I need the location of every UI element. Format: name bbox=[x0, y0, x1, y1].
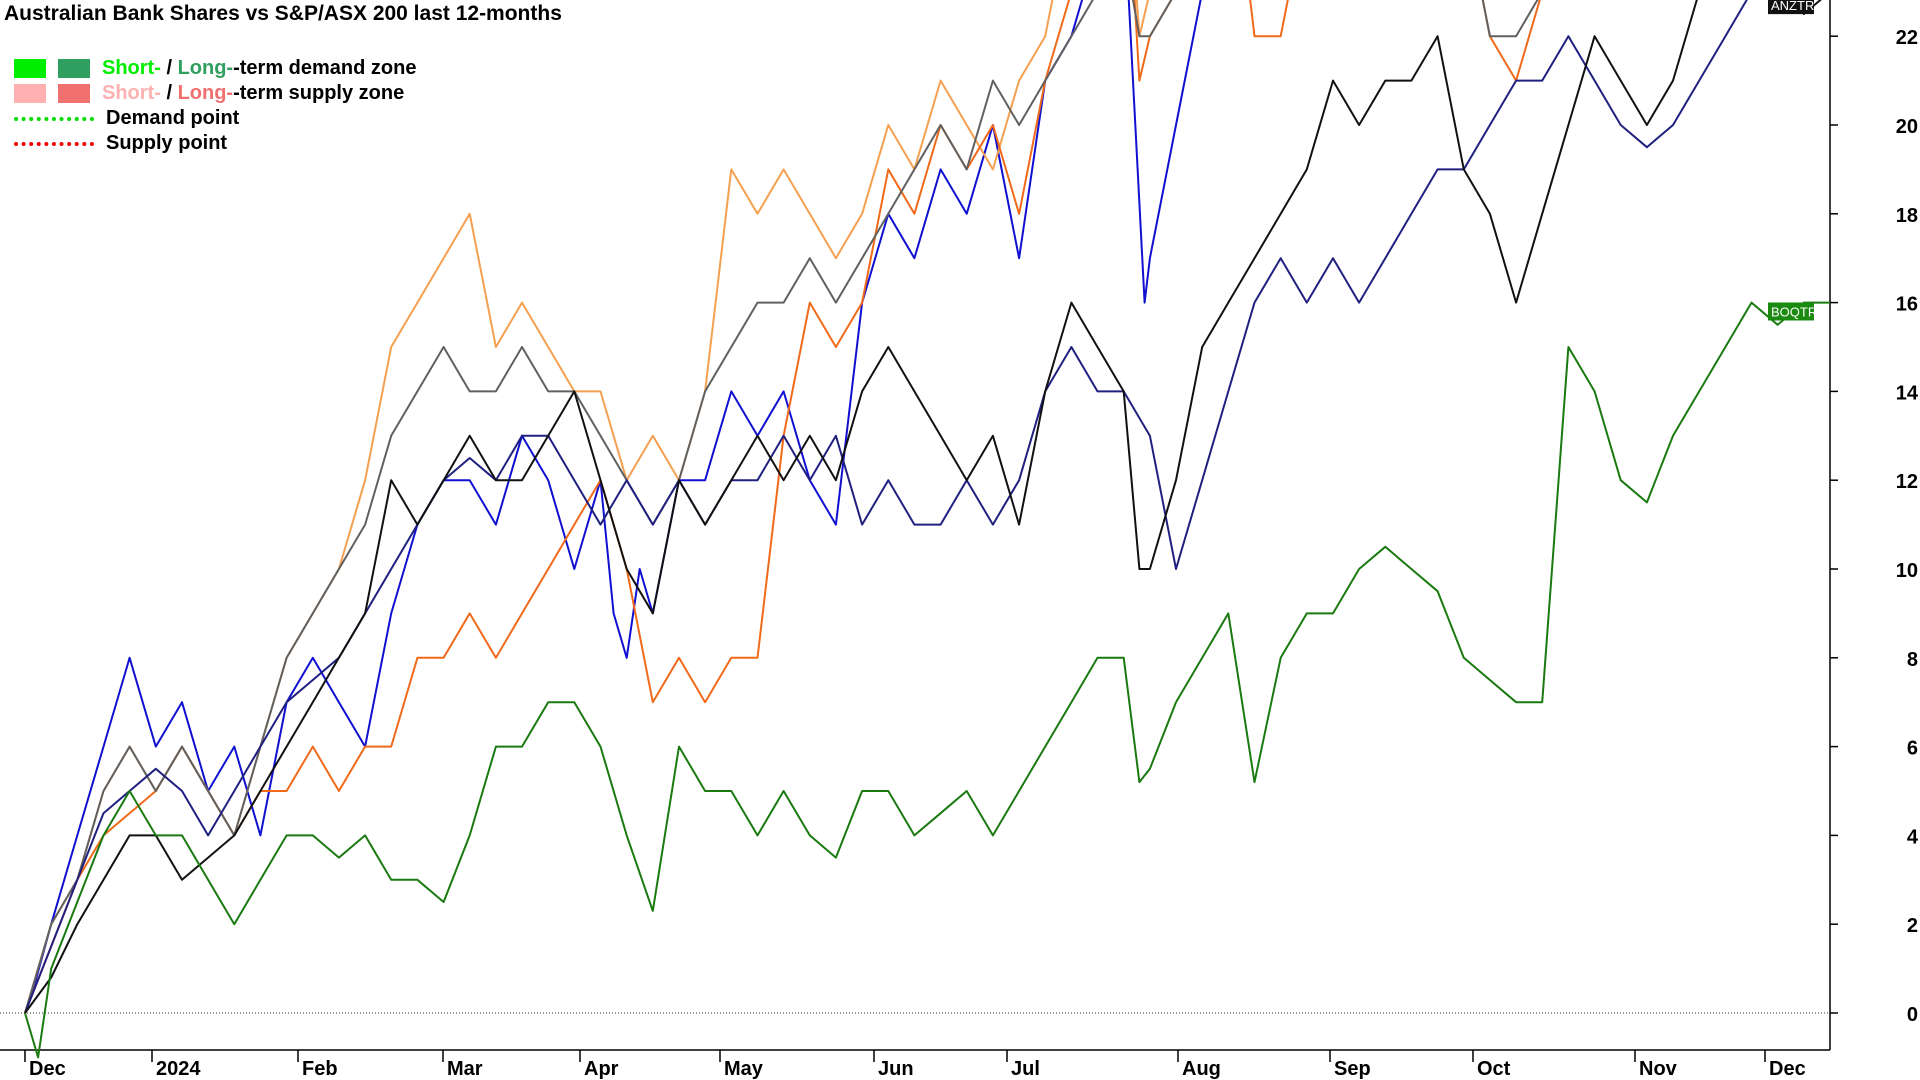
legend-supply-point: Supply point bbox=[14, 131, 416, 156]
legend-demand-point: Demand point bbox=[14, 106, 416, 131]
y-tick-label: 12 bbox=[1896, 471, 1918, 493]
x-tick-label: Nov bbox=[1639, 1058, 1678, 1080]
y-tick-label: 20 bbox=[1896, 116, 1918, 138]
series-line-cbatr bbox=[24, 0, 1202, 1014]
series-end-label: ANZTR bbox=[1771, 0, 1814, 13]
long-demand-swatch bbox=[58, 59, 90, 78]
y-tick-label: 8 bbox=[1907, 649, 1918, 671]
x-tick-label: Jun bbox=[878, 1058, 914, 1080]
series-line-anztr bbox=[24, 0, 1822, 1014]
series-line-nabtr bbox=[24, 0, 1539, 1014]
legend-short-label: Short- bbox=[102, 82, 161, 104]
legend-demand-zone: Short- / Long- -term demand zone bbox=[14, 56, 416, 81]
long-supply-swatch bbox=[58, 84, 90, 103]
x-tick-label: Dec bbox=[29, 1058, 66, 1080]
y-tick-label: 4 bbox=[1907, 826, 1919, 848]
series-line-boqtr bbox=[24, 301, 1830, 1059]
series-line-bentr bbox=[24, 0, 1541, 1014]
x-tick-label: Mar bbox=[447, 1058, 483, 1080]
y-tick-label: 14 bbox=[1896, 382, 1919, 404]
y-tick-label: 0 bbox=[1907, 1004, 1918, 1026]
y-tick-label: 10 bbox=[1896, 560, 1918, 582]
short-demand-swatch bbox=[14, 59, 46, 78]
x-tick-label: May bbox=[724, 1058, 764, 1080]
y-tick-label: 2 bbox=[1907, 915, 1918, 937]
short-supply-swatch bbox=[14, 84, 46, 103]
legend-long-label: Long- bbox=[177, 82, 234, 104]
x-tick-label: Aug bbox=[1182, 1058, 1221, 1080]
x-tick-label: Dec bbox=[1769, 1058, 1806, 1080]
series-end-label: BOQTR bbox=[1771, 304, 1817, 319]
x-tick-label: Sep bbox=[1334, 1058, 1371, 1080]
series-end-label-box bbox=[1768, 0, 1814, 15]
legend-supply-zone: Short- / Long- -term supply zone bbox=[14, 81, 416, 106]
series-line-wbctr bbox=[24, 0, 1149, 1014]
y-tick-label: 6 bbox=[1907, 738, 1918, 760]
x-tick-label: Feb bbox=[302, 1058, 338, 1080]
legend-long-label: Long- bbox=[177, 57, 234, 79]
y-tick-label: 16 bbox=[1896, 294, 1918, 316]
y-tick-label: 22 bbox=[1896, 27, 1918, 49]
y-tick-label: 18 bbox=[1896, 205, 1918, 227]
chart-title: Australian Bank Shares vs S&P/ASX 200 la… bbox=[4, 2, 562, 25]
demand-point-swatch bbox=[14, 116, 94, 121]
legend: Short- / Long- -term demand zone Short- … bbox=[14, 56, 416, 156]
series-line-xaoaau bbox=[24, 0, 1748, 1014]
legend-short-label: Short- bbox=[102, 57, 161, 79]
supply-point-swatch bbox=[14, 141, 94, 146]
x-tick-label: Jul bbox=[1011, 1058, 1040, 1080]
series-end-label-box bbox=[1768, 302, 1814, 321]
x-tick-label: 2024 bbox=[156, 1058, 201, 1080]
x-tick-label: Oct bbox=[1477, 1058, 1511, 1080]
x-tick-label: Apr bbox=[584, 1058, 619, 1080]
